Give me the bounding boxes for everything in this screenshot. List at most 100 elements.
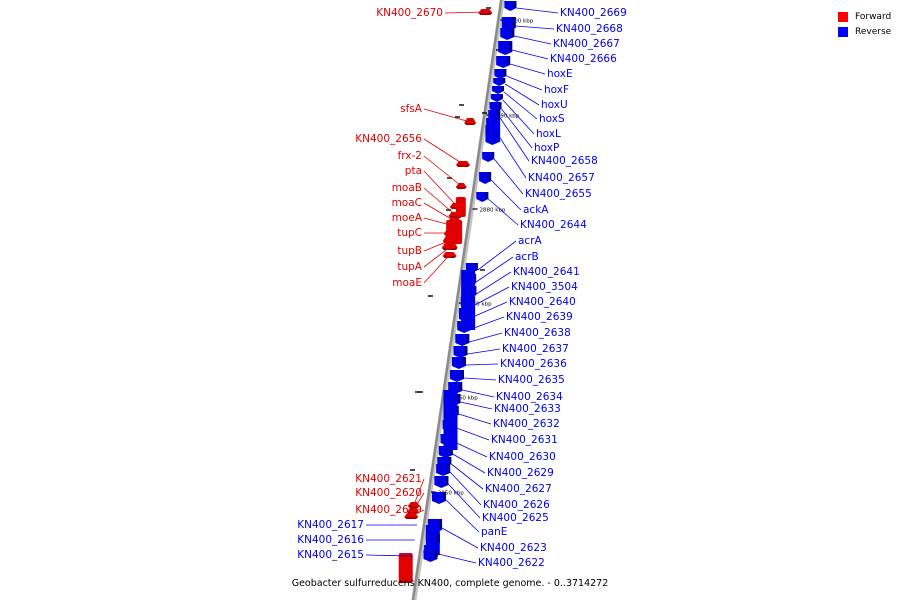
gene-label-reverse[interactable]: KN400_2627 xyxy=(485,483,552,495)
gene-hoxf[interactable] xyxy=(494,69,507,79)
gene-label-forward[interactable]: tupC xyxy=(397,227,422,239)
gene-label-reverse[interactable]: KN400_2657 xyxy=(528,172,595,184)
gene-kn400-2667[interactable] xyxy=(500,28,515,40)
gene-label-reverse[interactable]: KN400_2617 xyxy=(297,519,364,531)
gene-label-forward[interactable]: moeA xyxy=(392,212,423,224)
gene-label-reverse[interactable]: hoxF xyxy=(544,84,569,96)
gene-arrow-edge xyxy=(460,370,464,379)
gene-kn400-2636[interactable] xyxy=(451,357,466,369)
gene-tupa[interactable] xyxy=(441,243,458,250)
gene-hoxl[interactable] xyxy=(490,94,503,102)
gene-kn400-2666[interactable] xyxy=(498,41,513,55)
gene-kn400-2625[interactable] xyxy=(434,476,449,488)
gene-hoxu[interactable] xyxy=(493,78,506,86)
gene-arrow-edge xyxy=(474,263,478,270)
gene-label-forward[interactable]: KN400_2670 xyxy=(376,7,443,19)
gene-label-forward[interactable]: KN400_2621 xyxy=(355,473,422,485)
gene-kn400-2669[interactable] xyxy=(504,1,517,11)
gene-kn400-2668[interactable] xyxy=(501,17,516,31)
label-leader xyxy=(503,91,538,120)
gene-label-reverse[interactable]: acrB xyxy=(515,251,539,263)
gene-kn400-2617[interactable] xyxy=(428,519,443,531)
gene-label-reverse[interactable]: KN400_2623 xyxy=(480,542,547,554)
gene-label-reverse[interactable]: KN400_2635 xyxy=(498,374,565,386)
gene-label-reverse[interactable]: KN400_2638 xyxy=(504,327,571,339)
gene-kn400-2655[interactable] xyxy=(482,152,495,162)
gene-label-forward[interactable]: frx-2 xyxy=(398,150,422,162)
gene-acka[interactable] xyxy=(479,172,492,184)
gene-kn400-2626[interactable] xyxy=(436,464,451,476)
legend-swatch-forward xyxy=(838,11,848,22)
gene-kn400-2616[interactable] xyxy=(425,534,440,546)
gene-label-reverse[interactable]: KN400_2655 xyxy=(525,188,592,200)
gene-arrow-shadow xyxy=(478,13,493,15)
gene-arrow-edge xyxy=(449,446,453,455)
gene-label-reverse[interactable]: KN400_2630 xyxy=(489,451,556,463)
label-leader xyxy=(493,158,524,195)
gene-label-reverse[interactable]: KN400_2615 xyxy=(297,549,364,561)
gene-arrow-edge xyxy=(439,519,443,528)
gene-label-reverse[interactable]: KN400_2636 xyxy=(500,358,567,370)
gene-kn400-2635[interactable] xyxy=(449,370,464,382)
gene-label-reverse[interactable]: hoxP xyxy=(534,142,559,154)
gene-label-reverse[interactable]: KN400_2629 xyxy=(487,467,554,479)
label-leader xyxy=(454,441,488,458)
gene-label-reverse[interactable]: KN400_2634 xyxy=(496,391,563,403)
gene-label-forward[interactable]: sfsA xyxy=(400,103,423,115)
gene-label-reverse[interactable]: hoxE xyxy=(547,68,573,80)
label-leader xyxy=(451,463,484,490)
gene-label-reverse[interactable]: hoxU xyxy=(541,99,568,111)
gene-label-reverse[interactable]: KN400_2633 xyxy=(494,403,561,415)
gene-label-reverse[interactable]: acrA xyxy=(518,235,543,247)
gene-label-forward[interactable]: KN400_2656 xyxy=(355,133,422,145)
gene-label-reverse[interactable]: KN400_2669 xyxy=(560,7,627,19)
gene-label-reverse[interactable]: KN400_3504 xyxy=(511,281,578,293)
gene-pane[interactable] xyxy=(432,492,447,504)
gene-label-reverse[interactable]: KN400_2637 xyxy=(502,343,569,355)
gene-label-reverse[interactable]: KN400_2639 xyxy=(506,311,573,323)
gene-label-forward[interactable]: KN400_2620 xyxy=(355,487,422,499)
gene-sfsa[interactable] xyxy=(464,118,477,125)
gene-arrow-reverse xyxy=(423,550,438,562)
gene-label-reverse[interactable]: KN400_2640 xyxy=(509,296,576,308)
gene-label-forward[interactable]: KN400_2619 xyxy=(355,504,422,516)
gene-label-reverse[interactable]: hoxL xyxy=(536,128,561,140)
gene-label-reverse[interactable]: KN400_2616 xyxy=(297,534,364,546)
gene-label-forward[interactable]: pta xyxy=(405,165,422,177)
gene-label-reverse[interactable]: KN400_2625 xyxy=(482,512,549,524)
label-leader xyxy=(445,499,480,533)
gene-label-reverse[interactable]: KN400_2666 xyxy=(550,53,617,65)
gene-arrow-reverse xyxy=(451,357,466,369)
gene-label-forward[interactable]: tupA xyxy=(397,261,422,273)
gene-moae[interactable] xyxy=(442,252,457,258)
gene-arrow-edge xyxy=(499,94,503,99)
gene-label-reverse[interactable]: KN400_2644 xyxy=(520,219,587,231)
gene-label-reverse[interactable]: KN400_2641 xyxy=(513,266,580,278)
gene-label-reverse[interactable]: panE xyxy=(481,526,507,538)
gene-label-forward[interactable]: moaE xyxy=(392,277,422,289)
gene-kn400-2615[interactable] xyxy=(423,550,438,562)
gene-label-reverse[interactable]: KN400_2626 xyxy=(483,499,550,511)
gene-arrow-forward xyxy=(406,508,419,512)
gene-label-forward[interactable]: moaC xyxy=(392,197,422,209)
gene-label-reverse[interactable]: ackA xyxy=(523,204,549,216)
gene-hoxs[interactable] xyxy=(492,86,505,94)
gene-label-forward[interactable]: tupB xyxy=(397,245,422,257)
gene-label-reverse[interactable]: hoxS xyxy=(539,113,565,125)
gene-hoxe[interactable] xyxy=(496,56,511,68)
gene-hoxp[interactable] xyxy=(489,102,502,112)
label-leader xyxy=(506,75,543,91)
gene-label-reverse[interactable]: KN400_2622 xyxy=(478,557,545,569)
label-leader xyxy=(423,108,471,123)
gene-label-reverse[interactable]: KN400_2658 xyxy=(531,155,598,167)
gene-label-reverse[interactable]: KN400_2667 xyxy=(553,38,620,50)
gene-label-reverse[interactable]: KN400_2668 xyxy=(556,23,623,35)
gene-label-reverse[interactable]: KN400_2632 xyxy=(493,418,560,430)
gene-label-reverse[interactable]: KN400_2631 xyxy=(491,434,558,446)
gene-kn400-2637[interactable] xyxy=(453,346,468,358)
gene-block-forward xyxy=(398,553,413,583)
gene-kn400-2638[interactable] xyxy=(455,334,470,346)
legend-label-forward: Forward xyxy=(855,11,892,22)
gene-kn400-2644[interactable] xyxy=(476,192,489,202)
gene-label-forward[interactable]: moaB xyxy=(392,182,422,194)
